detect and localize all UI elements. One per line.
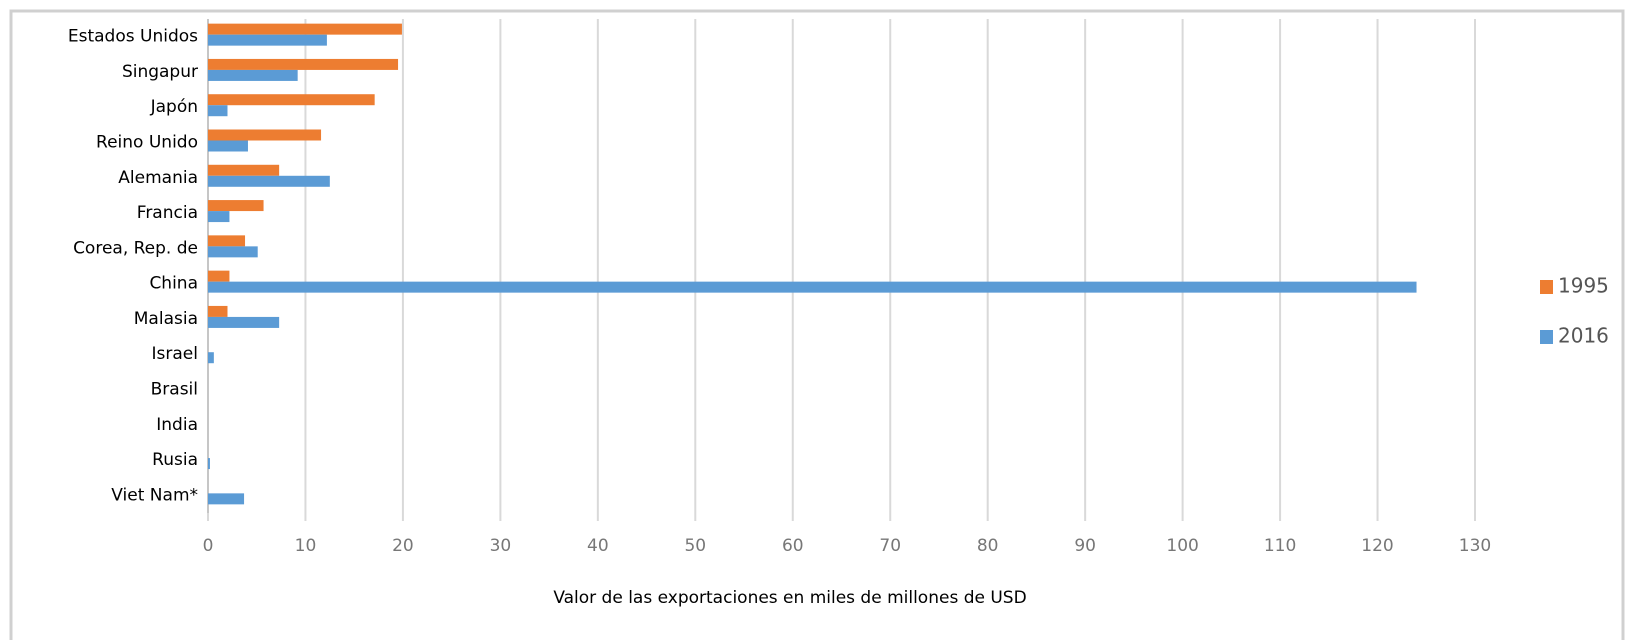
bar bbox=[208, 200, 264, 212]
x-tick-label: 130 bbox=[1459, 536, 1491, 556]
y-tick-label: India bbox=[156, 415, 198, 435]
bar bbox=[208, 69, 298, 81]
x-tick-label: 100 bbox=[1166, 536, 1198, 556]
bar bbox=[208, 105, 228, 117]
y-tick-label: Francia bbox=[137, 203, 198, 223]
y-tick-label: Rusia bbox=[152, 450, 198, 470]
x-tick-label: 80 bbox=[977, 536, 999, 556]
y-tick-label: Corea, Rep. de bbox=[73, 238, 198, 258]
bar bbox=[208, 211, 230, 223]
y-tick-label: Estados Unidos bbox=[68, 27, 198, 47]
bar bbox=[208, 316, 280, 328]
chart-frame bbox=[9, 9, 1625, 640]
y-tick-label: Brasil bbox=[151, 380, 198, 400]
bar bbox=[208, 58, 399, 70]
bar bbox=[208, 458, 210, 470]
y-tick-label: Alemania bbox=[118, 168, 198, 188]
y-tick-label: Malasia bbox=[134, 309, 198, 329]
bar bbox=[208, 493, 245, 505]
y-tick-label: Israel bbox=[152, 344, 198, 364]
bar bbox=[208, 352, 214, 364]
x-tick-label: 120 bbox=[1361, 536, 1393, 556]
x-tick-label: 10 bbox=[295, 536, 317, 556]
bar bbox=[208, 235, 246, 247]
legend-swatch bbox=[1540, 330, 1553, 344]
bar bbox=[208, 129, 322, 141]
x-tick-label: 90 bbox=[1074, 536, 1096, 556]
x-axis-title: Valor de las exportaciones en miles de m… bbox=[553, 588, 1026, 608]
x-tick-label: 20 bbox=[392, 536, 414, 556]
x-tick-label: 50 bbox=[684, 536, 706, 556]
x-tick-label: 30 bbox=[490, 536, 512, 556]
y-tick-label: Viet Nam* bbox=[111, 485, 198, 505]
bar bbox=[208, 140, 248, 152]
bar bbox=[208, 94, 375, 106]
y-tick-label: Reino Unido bbox=[96, 133, 198, 153]
x-tick-label: 60 bbox=[782, 536, 804, 556]
bar bbox=[208, 270, 230, 282]
bar bbox=[208, 23, 402, 35]
x-tick-label: 40 bbox=[587, 536, 609, 556]
x-tick-label: 70 bbox=[879, 536, 901, 556]
bar bbox=[208, 34, 327, 46]
y-tick-label: China bbox=[149, 274, 198, 294]
bar bbox=[208, 305, 228, 317]
bar bbox=[208, 281, 1417, 293]
bar bbox=[208, 164, 280, 176]
bar bbox=[208, 246, 258, 258]
x-tick-label: 110 bbox=[1264, 536, 1296, 556]
y-tick-label: Singapur bbox=[122, 62, 198, 82]
bar bbox=[208, 175, 330, 187]
legend-label: 1995 bbox=[1558, 274, 1609, 298]
legend-label: 2016 bbox=[1558, 324, 1609, 348]
legend-swatch bbox=[1540, 280, 1553, 294]
y-tick-label: Japón bbox=[150, 97, 198, 117]
x-tick-label: 0 bbox=[203, 536, 214, 556]
